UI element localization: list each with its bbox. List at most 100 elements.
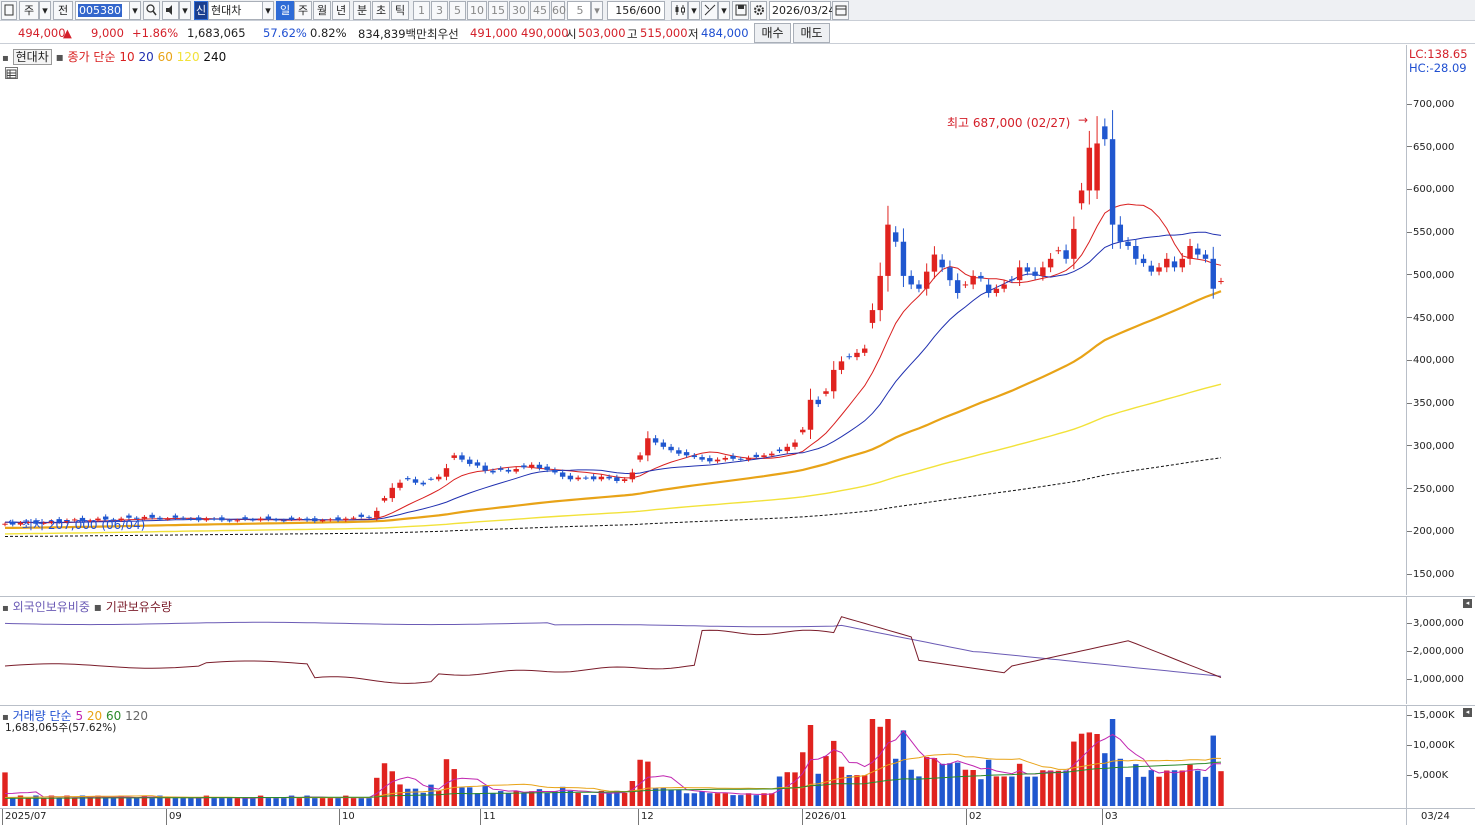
pane-menu-icon[interactable]: ◂ bbox=[1463, 599, 1472, 608]
date-tick-label: 11 bbox=[480, 809, 496, 825]
vma60-label: 60 bbox=[106, 709, 122, 723]
candle-body bbox=[79, 517, 86, 522]
candle bbox=[358, 512, 364, 519]
buy-button[interactable]: 매수 bbox=[754, 23, 791, 43]
chart-settings-button[interactable] bbox=[1, 1, 17, 20]
interval-button[interactable]: 1 bbox=[413, 1, 430, 20]
sell-button[interactable]: 매도 bbox=[793, 23, 830, 43]
volume-bar bbox=[993, 776, 1000, 806]
candle-body bbox=[621, 479, 628, 481]
interval-button[interactable]: 60 bbox=[551, 1, 566, 20]
chevron-down-icon[interactable]: ▾ bbox=[262, 1, 274, 20]
candle bbox=[1125, 237, 1131, 250]
volume-bar bbox=[528, 791, 535, 806]
collapse-icon[interactable]: ▪ bbox=[2, 53, 9, 64]
period-week-button[interactable]: 주 bbox=[294, 1, 312, 20]
interval-button[interactable]: 15 bbox=[488, 1, 508, 20]
volume-bar bbox=[1133, 764, 1139, 806]
save-button[interactable] bbox=[732, 1, 749, 20]
price-tick: 400,000 bbox=[1407, 355, 1454, 366]
table-view-button[interactable] bbox=[5, 67, 18, 79]
custom-interval-input[interactable]: 5 bbox=[567, 1, 591, 20]
candle-body bbox=[412, 479, 419, 483]
period-second-button[interactable]: 초 bbox=[372, 1, 390, 20]
price-tick-label: 550,000 bbox=[1413, 227, 1455, 239]
date-axis[interactable]: 2025/07 09 10 11 12 2026/01 02 03 03/24 bbox=[0, 808, 1475, 825]
category-select[interactable]: 전 bbox=[53, 1, 73, 20]
stock-tag[interactable]: 현대차 bbox=[12, 49, 52, 65]
interval-button[interactable]: 10 bbox=[467, 1, 487, 20]
period-year-button[interactable]: 년 bbox=[332, 1, 350, 20]
volume-value: 1,683,065 bbox=[187, 26, 246, 40]
candle bbox=[699, 454, 705, 462]
price-chart-pane[interactable]: ▪ 현대차 ▪ 종가 단순 10 20 60 120 240 최고 687,00… bbox=[0, 45, 1406, 595]
foreign-ownership-line bbox=[4, 621, 1222, 677]
period-minute-button[interactable]: 분 bbox=[353, 1, 371, 20]
candle bbox=[583, 475, 589, 480]
candle-body bbox=[195, 517, 202, 521]
search-button[interactable] bbox=[143, 1, 160, 20]
period-tick-button[interactable]: 틱 bbox=[391, 1, 409, 20]
volume-bar bbox=[629, 781, 636, 806]
price-axis[interactable]: LC:138.65 HC:-28.09 700,000 650,000 600,00… bbox=[1406, 45, 1475, 595]
stock-name-field[interactable]: 현대차 bbox=[208, 1, 262, 20]
legend-bullet-icon: ▪ bbox=[55, 50, 64, 64]
stock-code-input[interactable]: 005380 bbox=[75, 1, 130, 20]
chevron-down-icon[interactable]: ▾ bbox=[39, 1, 51, 20]
chevron-down-icon[interactable]: ▾ bbox=[129, 1, 141, 20]
ownership-axis[interactable]: ◂ 3,000,000 2,000,000 1,000,000 bbox=[1406, 596, 1475, 704]
volume-bar bbox=[1009, 776, 1015, 806]
interval-button[interactable]: 45 bbox=[530, 1, 550, 20]
candle-body bbox=[552, 469, 558, 473]
price-tick: 350,000 bbox=[1407, 398, 1454, 409]
volume-bar bbox=[242, 798, 248, 806]
sound-button[interactable] bbox=[162, 1, 179, 20]
chevron-down-icon[interactable]: ▾ bbox=[591, 1, 603, 20]
vma5-label: 5 bbox=[75, 709, 84, 723]
volume-bar bbox=[126, 798, 132, 806]
interval-button[interactable]: 3 bbox=[431, 1, 448, 20]
market-select[interactable]: 주 bbox=[19, 1, 39, 20]
volume-bar bbox=[583, 794, 589, 806]
candle bbox=[443, 463, 450, 481]
candle-body bbox=[350, 517, 357, 519]
candle bbox=[250, 517, 256, 522]
volume-bar bbox=[87, 798, 93, 806]
pane-menu-icon[interactable]: ◂ bbox=[1463, 708, 1472, 717]
volume-bar bbox=[195, 798, 202, 806]
volume-axis[interactable]: ◂ 15,000K 10,000K 5,000K bbox=[1406, 705, 1475, 808]
candle-body bbox=[528, 464, 535, 468]
calendar-button[interactable] bbox=[832, 1, 849, 20]
candle-body bbox=[1055, 250, 1062, 252]
volume-bar bbox=[738, 795, 744, 806]
collapse-icon[interactable]: ▪ bbox=[2, 603, 9, 614]
period-month-button[interactable]: 월 bbox=[313, 1, 331, 20]
price-tick-label: 400,000 bbox=[1413, 355, 1455, 367]
compare-button[interactable] bbox=[671, 1, 688, 20]
chevron-down-icon[interactable]: ▾ bbox=[718, 1, 730, 20]
period-day-button[interactable]: 일 bbox=[276, 1, 294, 20]
candle bbox=[900, 228, 907, 288]
candle-body bbox=[916, 284, 922, 289]
chevron-down-icon[interactable]: ▾ bbox=[179, 1, 191, 20]
volume-bar bbox=[947, 763, 953, 806]
candle-body bbox=[141, 516, 148, 519]
candle bbox=[714, 457, 721, 464]
ownership-pane[interactable]: ▪ 외국인보유비중 ▪ 기관보유수량 bbox=[0, 596, 1406, 704]
interval-button[interactable]: 30 bbox=[509, 1, 529, 20]
bar-count-input[interactable]: 156/600 bbox=[607, 1, 665, 20]
date-tick-label: 10 bbox=[339, 809, 355, 825]
volume-pane[interactable]: ▪ 거래량 단순 5 20 60 120 1,683,065주(57.62%) bbox=[0, 705, 1406, 808]
drawing-tool-button[interactable] bbox=[701, 1, 718, 20]
date-input[interactable]: 2026/03/24 bbox=[769, 1, 835, 20]
candle-body bbox=[939, 259, 945, 268]
volume-bar bbox=[730, 795, 736, 806]
interval-button[interactable]: 5 bbox=[449, 1, 466, 20]
candle bbox=[590, 473, 597, 482]
chevron-down-icon[interactable]: ▾ bbox=[688, 1, 700, 20]
ma20-label: 20 bbox=[138, 50, 154, 64]
settings-button[interactable] bbox=[750, 1, 767, 20]
volume-bar bbox=[753, 795, 759, 806]
collapse-icon[interactable]: ▪ bbox=[2, 712, 9, 723]
volume-bar bbox=[800, 752, 806, 806]
